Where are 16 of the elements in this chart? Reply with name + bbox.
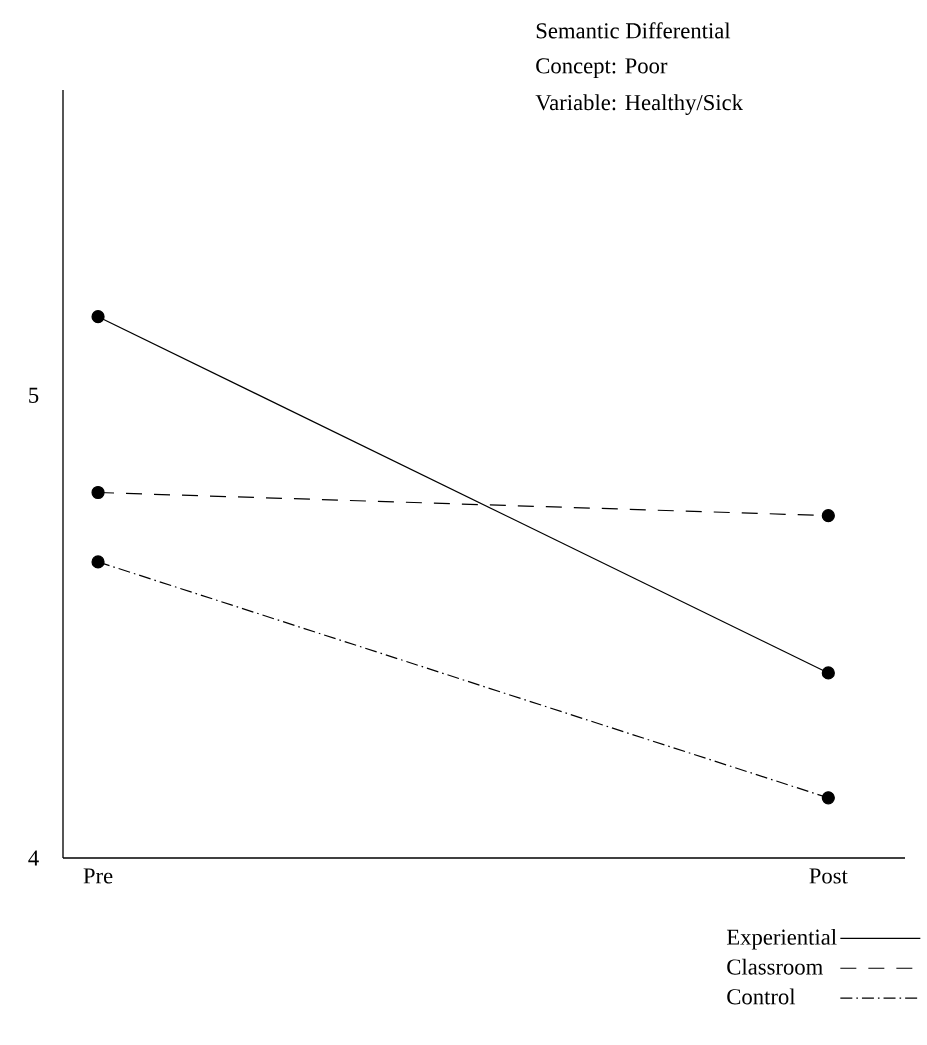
point [91,310,105,324]
y-tick-label: 4 [28,850,39,866]
point [821,509,835,523]
point [821,666,835,680]
annotation: Variable: Healthy/Sick [535,94,743,115]
point [91,555,105,569]
chart-title: Semantic Differential [536,22,731,39]
x-tick-label: Pre [83,868,113,884]
legend-label: Control [727,988,796,1005]
x-tick-label: Post [809,868,848,884]
text: Concept: Poor [536,58,668,79]
point [821,791,835,805]
point [91,485,105,500]
legend-label: Experiential [726,928,837,950]
y-tick-label: 5 [29,387,39,403]
legend-label: Classroom [727,958,823,975]
